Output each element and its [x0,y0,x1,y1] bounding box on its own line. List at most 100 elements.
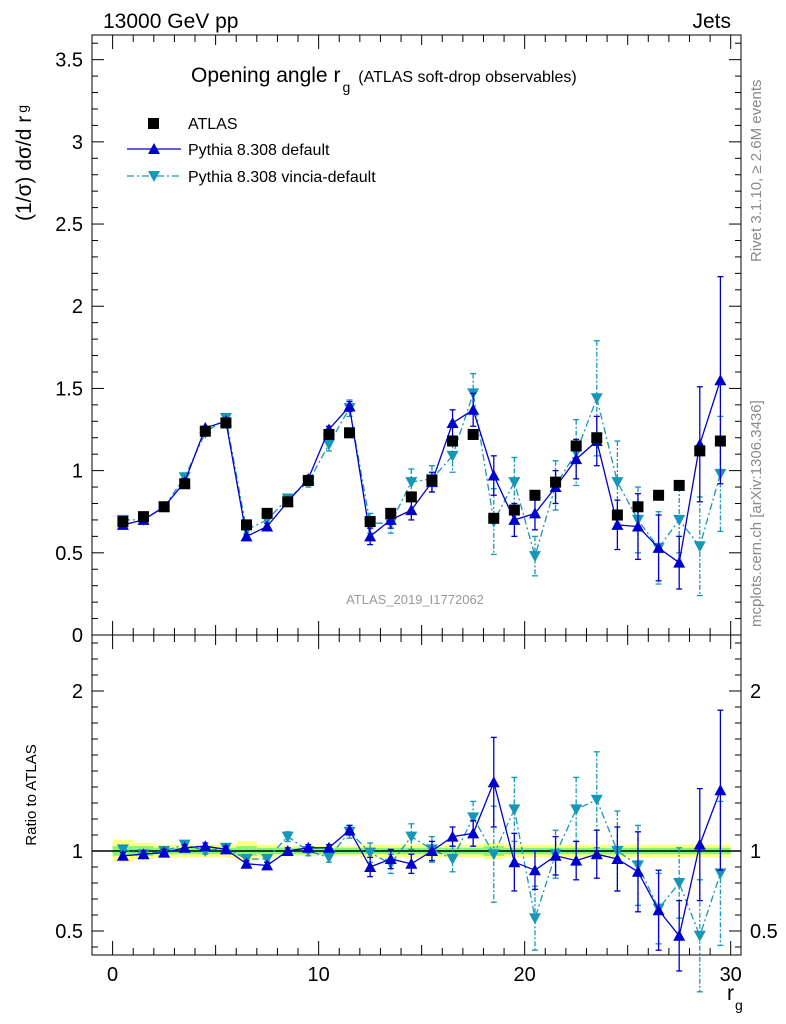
x-tick-label: 30 [720,964,742,986]
legend: ATLAS Pythia 8.308 default Pythia 8.308 … [127,116,376,186]
ratio-default-point [425,845,438,856]
ratio-y-tick-label-right: 1 [750,841,761,863]
main-default-line [122,380,722,564]
analysis-watermark: ATLAS_2019_I1772062 [346,592,484,607]
ratio-default-point [178,841,191,853]
main-default-point [487,469,500,481]
header-process: 13000 GeV pp [103,10,238,33]
main-vincia-point [611,477,624,489]
main-default-point [508,513,521,525]
mcplots-label: mcplots.cern.ch [arXiv:1306.3436] [748,400,765,627]
atlas-data-point [158,501,170,513]
ratio-default-point [652,904,665,916]
atlas-data-point [241,519,253,531]
atlas-data-point [179,478,191,490]
ratio-y-tick-label-right: 0.5 [750,921,778,943]
x-tick-label: 10 [308,964,330,986]
main-default-point [467,403,480,415]
ratio-default-point [116,849,129,861]
legend-atlas-label: ATLAS [188,116,238,133]
x-tick-label: 20 [514,964,536,986]
main-y-tick-label: 1.5 [55,378,83,400]
legend-atlas-marker [148,118,159,129]
atlas-data-point [550,476,562,488]
ratio-vincia-point [673,878,686,889]
ratio-vincia-point [467,812,480,824]
main-default-point [528,507,541,519]
rivet-version-label: Rivet 3.1.10, ≥ 2.6M events [748,80,765,263]
main-default-point [652,541,665,553]
ratio-default-point [137,848,150,860]
atlas-data-point [447,435,459,447]
atlas-data-point [385,507,397,519]
ratio-default-point [240,857,253,869]
title-sub: g [342,79,350,95]
ratio-default-point [487,776,500,788]
main-default-point [611,518,624,530]
main-vincia-point [590,393,603,405]
main-y-axis-label: (1/σ) dσ/d rg [13,105,36,221]
ratio-vincia-point [528,913,541,925]
ratio-y-tick-label: 1 [72,841,83,863]
ratio-default-point [322,841,335,853]
ratio-default-point [405,857,418,869]
ratio-default-point [199,840,212,852]
legend-vincia-marker [148,171,160,182]
ratio-default-point [673,929,686,941]
atlas-data-point [653,489,665,501]
ratio-default-point [343,824,356,836]
ratio-default-point [302,841,315,853]
main-default-point [384,513,397,525]
main-vincia-point [405,477,418,489]
atlas-data-point [714,435,726,447]
main-default-point [343,400,356,412]
svg-text:Opening angle rg(ATLAS soft-dr: Opening angle r g (ATLAS soft-drop observa… [191,64,577,95]
atlas-data-point [405,491,417,503]
ratio-default-point [611,853,624,864]
header-observable: Jets [692,10,731,33]
main-y-tick-label: 2 [72,296,83,318]
ratio-frame [91,634,742,956]
ratio-y-tick-label: 0.5 [55,921,83,943]
ratio-vincia-point [364,847,377,859]
ratio-vincia-point [322,852,335,864]
atlas-data-point [282,496,294,508]
ratio-vincia-point [693,930,706,942]
main-default-point [240,530,253,542]
ratio-default-point [508,856,521,868]
main-default-point [261,520,274,532]
main-default-point [570,453,583,465]
atlas-data-point [199,425,211,437]
main-vincia-point [693,541,706,553]
atlas-data-point [117,516,129,528]
ratio-vincia-point [446,854,459,865]
atlas-data-point [632,501,644,513]
legend-vincia-label: Pythia 8.308 vincia-default [188,169,376,186]
main-default-point [631,520,644,532]
ratio-default-point [281,845,294,856]
atlas-data-point [364,516,376,528]
main-default-point [364,530,377,542]
main-vincia-point [673,514,686,526]
main-default-point [446,416,459,428]
atlas-data-point [426,474,438,486]
ratio-y-tick-label-right: 2 [750,681,761,703]
ratio-default-point [570,854,583,866]
ratio-default-point [261,859,274,871]
atlas-data-point [529,489,541,501]
main-y-tick-label: 0 [72,625,83,647]
atlas-data-point [570,440,582,452]
ratio-default-point [467,827,480,839]
ratio-default-line [122,780,722,938]
ratio-y-axis-label: Ratio to ATLAS [23,744,40,845]
ratio-vincia-point [570,804,583,816]
ratio-vincia-point [405,831,418,843]
ratio-default-point [384,853,397,864]
ratio-vincia-line [122,798,722,938]
title-paren: (ATLAS soft-drop observables) [358,69,576,86]
ratio-vincia-point [281,831,294,843]
atlas-data-point [694,445,706,457]
main-default-point [673,556,686,568]
ratio-default-point [364,861,377,872]
